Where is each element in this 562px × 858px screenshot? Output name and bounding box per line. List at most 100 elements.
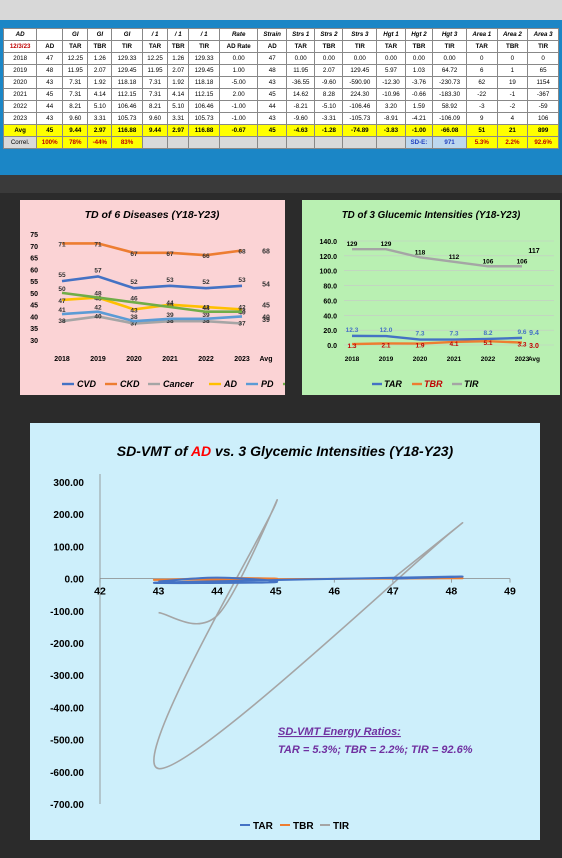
data-label: 71 xyxy=(58,241,66,248)
y-tick-label: 0.0 xyxy=(327,343,337,350)
table-cell: TIR xyxy=(527,40,559,53)
table-cell: -5.10 xyxy=(314,100,344,113)
data-label: 50 xyxy=(58,286,66,293)
table-cell: 224.30 xyxy=(342,88,378,101)
table-cell: 11.95 xyxy=(141,64,169,77)
table-avg-row: Avg 45 9.44 2.97 116.88 9.44 2.97 116.88 -0.67 45… xyxy=(2,124,559,137)
data-label: 48 xyxy=(94,296,102,303)
x-tick-label: 44 xyxy=(211,586,223,598)
data-label: 44 xyxy=(202,305,210,312)
table-header-row: 12/3/23 AD TAR TBR TIR TAR TBR TIR AD Rate AD TAR T… xyxy=(2,40,559,53)
table-cell: 64.72 xyxy=(432,64,467,77)
table-cell: 106.46 xyxy=(111,100,143,113)
data-label: 71 xyxy=(94,241,102,248)
x-tick-label: 49 xyxy=(504,586,516,598)
table-cell: AD Rate xyxy=(218,40,259,53)
x-tick-label: 42 xyxy=(94,586,106,598)
data-label: 37 xyxy=(238,321,246,328)
x-tick-label: 2021 xyxy=(162,356,178,363)
table-cell: 3.31 xyxy=(87,112,113,125)
table-correl-row: Correl. 100% 78% -44% 83% SD-E: 971 5.3% 2.2% 92.… xyxy=(2,136,559,149)
chart-title: SD-VMT of AD vs. 3 Glycemic Intensities … xyxy=(117,443,454,459)
data-label: 129 xyxy=(381,241,392,248)
table-cell: -0.67 xyxy=(218,124,259,137)
table-cell: 5.10 xyxy=(87,100,113,113)
table-cell: -0.66 xyxy=(404,88,434,101)
series-line-cancer xyxy=(61,315,243,325)
table-cell: 0.00 xyxy=(376,52,406,65)
avg-label: 54 xyxy=(262,281,270,288)
table-cell: 0 xyxy=(527,52,559,65)
data-label: 68 xyxy=(238,248,246,255)
table-cell: 2023 xyxy=(2,112,38,125)
table-cell: 7.31 xyxy=(62,88,89,101)
table-cell: -183.30 xyxy=(432,88,467,101)
table-cell: -10.96 xyxy=(376,88,406,101)
x-tick-label: 43 xyxy=(153,586,165,598)
table-cell: 2.97 xyxy=(167,124,190,137)
legend-label: TBR xyxy=(293,821,314,832)
table-cell: 0.00 xyxy=(404,52,434,65)
table-cell: 0.00 xyxy=(314,52,344,65)
diseases-chart: TD of 6 Diseases (Y18-Y23) 30 35 40 45 50 55 60… xyxy=(30,209,311,389)
table-cell: 83% xyxy=(111,136,143,149)
table-cell xyxy=(285,136,316,149)
table-cell: Rate xyxy=(218,28,259,41)
legend-label: TAR xyxy=(384,379,402,389)
diseases-chart-panel: TD of 6 Diseases (Y18-Y23) 30 35 40 45 50 55 60… xyxy=(20,200,311,395)
table-cell: 12/3/23 xyxy=(2,40,38,53)
table-cell: 1.03 xyxy=(404,64,434,77)
table-cell: 11.95 xyxy=(62,64,89,77)
table-cell: 1 xyxy=(496,64,529,77)
y-tick-label: 30 xyxy=(30,338,38,345)
table-cell: 116.88 xyxy=(111,124,143,137)
table-cell: / 1 xyxy=(141,28,169,41)
data-label: 67 xyxy=(166,251,174,258)
table-cell: TIR xyxy=(342,40,378,53)
table-cell: TAR xyxy=(62,40,89,53)
table-cell: 8.21 xyxy=(141,100,169,113)
legend-label: CVD xyxy=(77,379,97,389)
table-cell: 100% xyxy=(36,136,64,149)
table-cell: 7.31 xyxy=(141,88,169,101)
y-tick-label: 70 xyxy=(30,244,38,251)
table-cell: -105.73 xyxy=(342,112,378,125)
table-cell: TBR xyxy=(167,40,190,53)
table-cell: 2.2% xyxy=(496,136,529,149)
legend-label: TBR xyxy=(424,379,443,389)
data-label: 1.9 xyxy=(415,343,424,350)
table-cell: 2.07 xyxy=(314,64,344,77)
table-cell: Strain xyxy=(257,28,287,41)
table-cell: -12.30 xyxy=(376,76,406,89)
chart-title: TD of 3 Glucemic Intensities (Y18-Y23) xyxy=(342,210,521,221)
table-cell: 112.15 xyxy=(111,88,143,101)
x-tick-label: 45 xyxy=(270,586,282,598)
table-cell: -2 xyxy=(496,100,529,113)
table-cell: AD xyxy=(2,28,38,41)
table-cell: 9.60 xyxy=(141,112,169,125)
series-line-tar xyxy=(351,334,523,341)
y-tick-label: 300.00 xyxy=(53,478,84,489)
series-line-tbr xyxy=(351,340,523,346)
table-cell: 2021 xyxy=(2,88,38,101)
table-cell: 4.14 xyxy=(87,88,113,101)
table-cell: 43 xyxy=(257,76,287,89)
data-label: 3.3 xyxy=(517,342,526,349)
y-tick-label: 120.0 xyxy=(319,254,337,261)
table-cell: TBR xyxy=(314,40,344,53)
x-tick-label: 2021 xyxy=(447,356,462,363)
table-cell: TIR xyxy=(432,40,467,53)
y-tick-label: 45 xyxy=(30,303,38,310)
table-cell: -3.83 xyxy=(376,124,406,137)
data-label: 40 xyxy=(238,309,246,316)
table-cell: Hgt 1 xyxy=(376,28,406,41)
data-label: 46 xyxy=(130,295,138,302)
table-cell: 44 xyxy=(36,100,64,113)
table-cell: -59 xyxy=(527,100,559,113)
table-cell: AD xyxy=(36,40,64,53)
table-cell: -106.09 xyxy=(432,112,467,125)
avg-label: 9.4 xyxy=(529,330,539,337)
x-tick-label: 2019 xyxy=(90,356,106,363)
table-cell: 116.88 xyxy=(188,124,220,137)
